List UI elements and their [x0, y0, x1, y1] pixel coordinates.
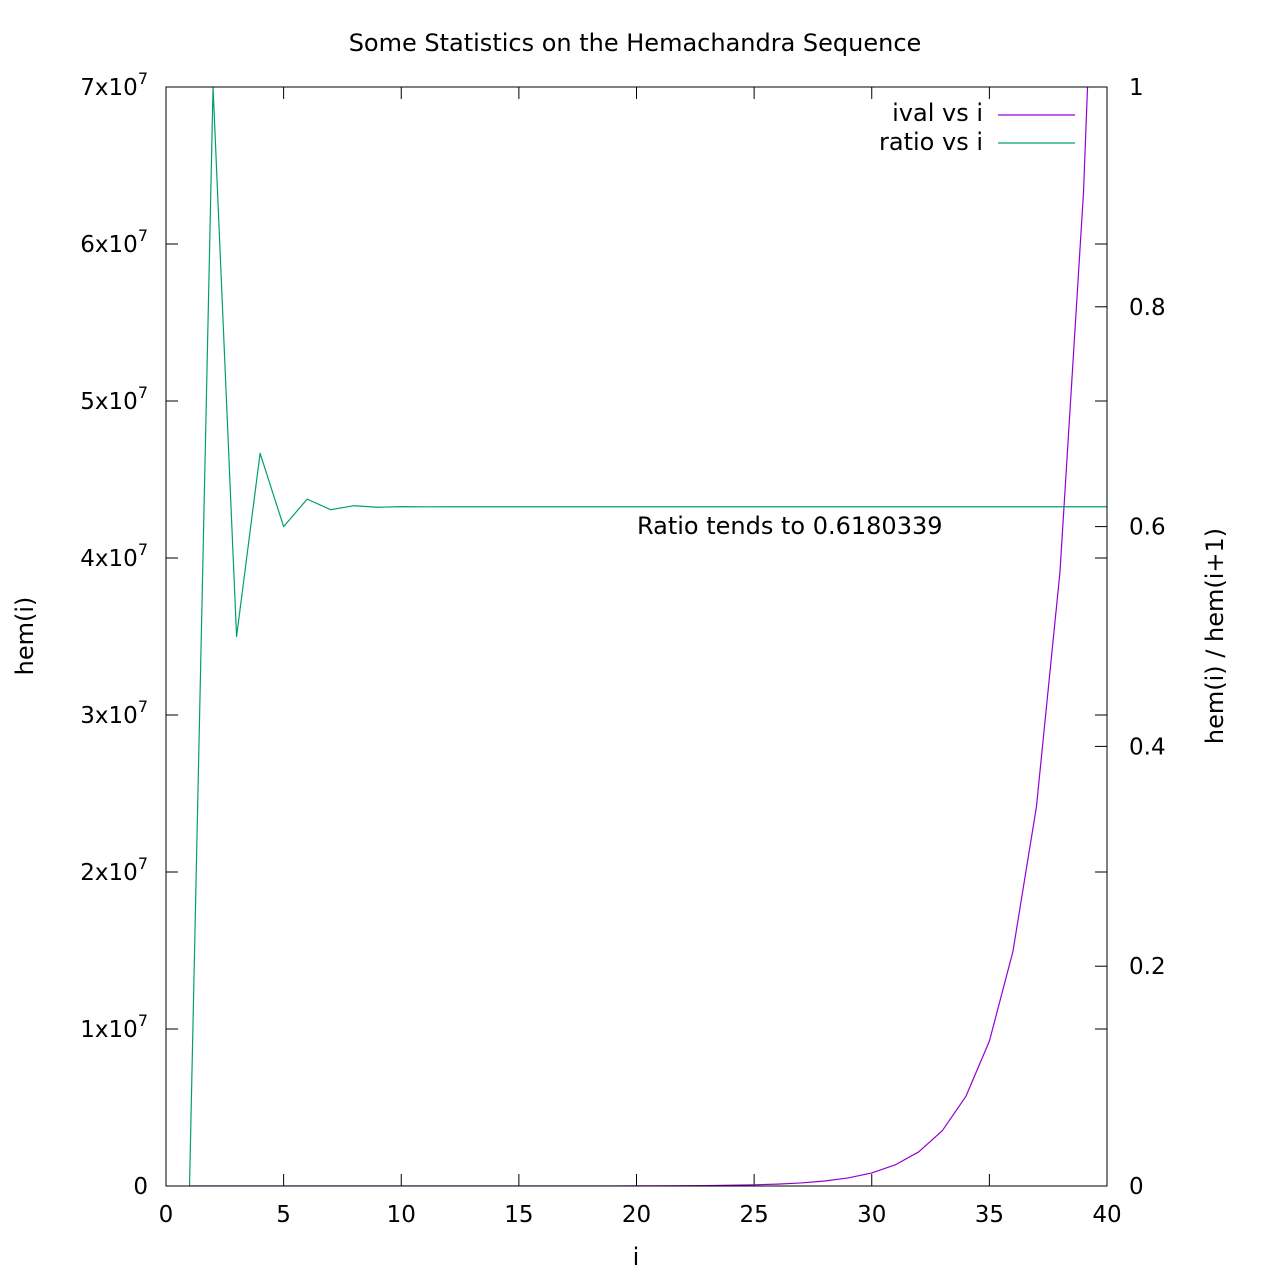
y2-tick-label: 0	[1129, 1174, 1144, 1200]
y-tick-label: 7x107	[80, 69, 148, 101]
legend-item-ival: ival vs i	[892, 99, 1075, 127]
x-tick-label: 30	[857, 1202, 886, 1228]
legend-label-ratio: ratio vs i	[879, 128, 983, 156]
y-tick-label: 2x107	[80, 854, 148, 886]
x-tick-label: 25	[739, 1202, 768, 1228]
x-axis-title: i	[633, 1243, 640, 1271]
y2-tick-label: 0.2	[1129, 954, 1166, 980]
x-tick-label: 35	[975, 1202, 1004, 1228]
y-tick-exponent: 7	[138, 854, 148, 873]
y-tick-exponent: 7	[138, 540, 148, 559]
y2-axis-ticks: 0 0.2 0.4 0.6 0.8 1	[1095, 75, 1166, 1200]
x-tick-label: 10	[387, 1202, 416, 1228]
legend-item-ratio: ratio vs i	[879, 128, 1075, 156]
y-tick-exponent: 7	[138, 383, 148, 402]
y-axis-ticks: 0 1x107 2x107 3x107 4x107 5x107 6x107 7x107	[80, 69, 1107, 1200]
y-tick-label: 5x107	[80, 383, 148, 415]
y-tick-label: 4x107	[80, 540, 148, 572]
x-tick-label: 40	[1092, 1202, 1121, 1228]
series-layer	[188, 87, 1107, 1186]
ratio-annotation: Ratio tends to 0.6180339	[637, 512, 943, 540]
y-tick-label: 1x107	[80, 1011, 148, 1043]
legend-label-ival: ival vs i	[892, 99, 983, 127]
y-tick-label: 3x107	[80, 697, 148, 729]
y-tick-label: 0	[133, 1174, 148, 1200]
x-tick-label: 5	[276, 1202, 291, 1228]
y-tick-label: 6x107	[80, 226, 148, 258]
y2-tick-label: 1	[1129, 75, 1144, 101]
series-line-ratio	[188, 87, 1107, 1186]
y2-tick-label: 0.8	[1129, 295, 1166, 321]
y-tick-exponent: 7	[138, 697, 148, 716]
y2-tick-label: 0.4	[1129, 734, 1166, 760]
x-tick-label: 0	[159, 1202, 174, 1228]
chart-title: Some Statistics on the Hemachandra Seque…	[349, 29, 922, 57]
y-tick-exponent: 7	[138, 69, 148, 88]
x-tick-label: 15	[504, 1202, 533, 1228]
plot-area-border	[165, 86, 1108, 1187]
series-line-ival	[189, 87, 1089, 1186]
y-axis-title: hem(i)	[11, 597, 39, 676]
y-tick-exponent: 7	[138, 1011, 148, 1030]
y2-tick-label: 0.6	[1129, 515, 1166, 541]
legend: ival vs i ratio vs i	[879, 99, 1075, 156]
y2-axis-title: hem(i) / hem(i+1)	[1201, 528, 1229, 744]
x-tick-label: 20	[622, 1202, 651, 1228]
y-tick-exponent: 7	[138, 226, 148, 245]
x-axis-ticks: 0 5 10 15 20 25 30 35 40	[159, 87, 1122, 1228]
